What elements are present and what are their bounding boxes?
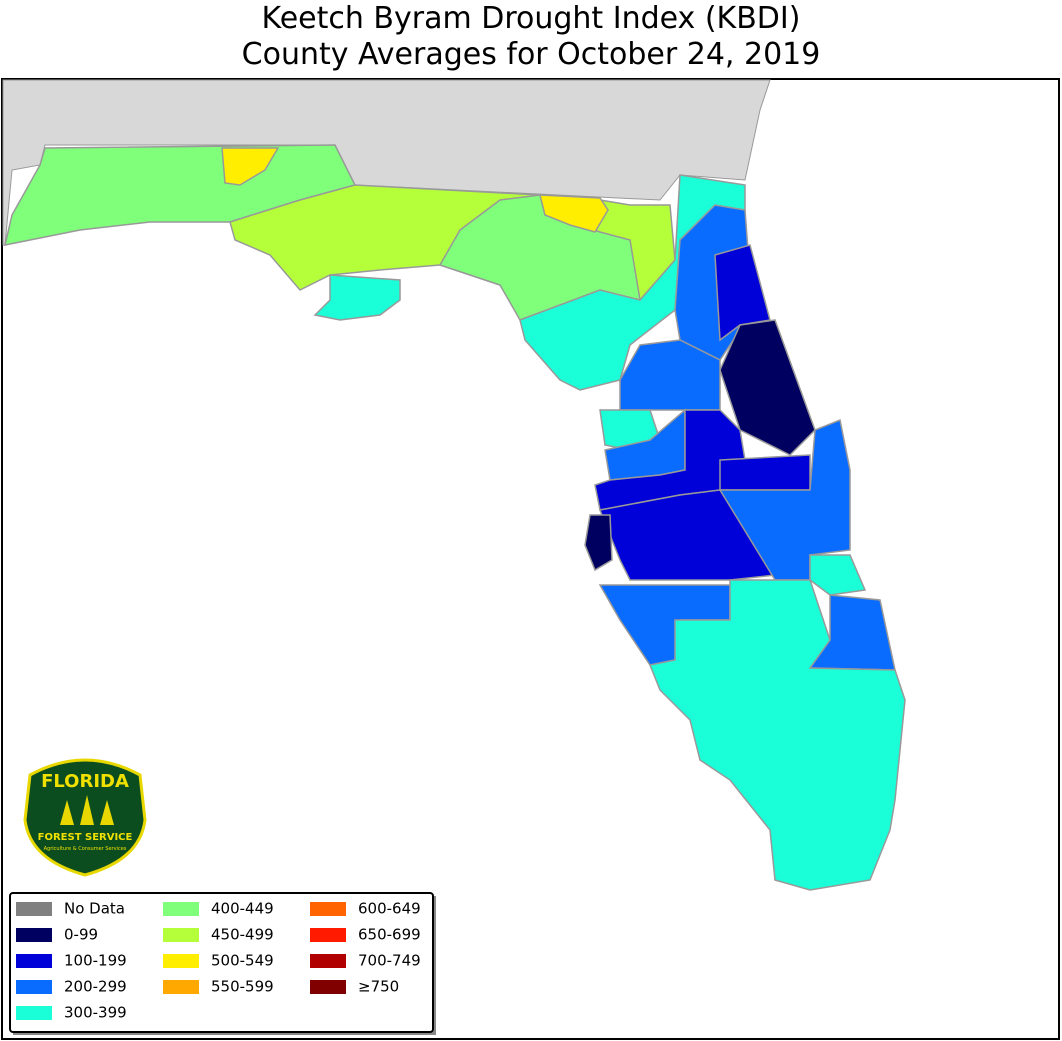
land — [2, 79, 906, 891]
legend-swatch — [16, 902, 52, 916]
legend-swatch — [310, 980, 346, 994]
legend-label: 450-499 — [211, 926, 274, 944]
legend-label: 300-399 — [64, 1004, 127, 1022]
legend-label: 0-99 — [64, 926, 98, 944]
legend-swatch — [16, 980, 52, 994]
legend-label: ≥750 — [358, 978, 399, 996]
legend-label: 400-449 — [211, 900, 274, 918]
logo-name: FLORIDA — [41, 771, 129, 792]
legend-box — [9, 892, 434, 1033]
subtitle: County Averages for October 24, 2019 — [242, 37, 821, 72]
legend-label: 650-699 — [358, 926, 421, 944]
logo-dept: Agriculture & Consumer Services — [44, 846, 127, 852]
legend: No Data 0-99 100-199 200-299 300-399 400-449 4… — [16, 900, 421, 1022]
legend-swatch — [310, 928, 346, 942]
legend-label: 500-549 — [211, 952, 274, 970]
legend-label: 100-199 — [64, 952, 127, 970]
legend-swatch — [163, 980, 199, 994]
legend-swatch — [16, 1006, 52, 1020]
legend-label: 200-299 — [64, 978, 127, 996]
legend-swatch — [16, 954, 52, 968]
legend-swatch — [16, 928, 52, 942]
logo-org: FOREST SERVICE — [38, 832, 133, 843]
logo: FLORIDA FOREST SERVICE Agriculture & Con… — [23, 758, 147, 877]
legend-label: 600-649 — [358, 900, 421, 918]
legend-swatch — [163, 902, 199, 916]
legend-swatch — [310, 902, 346, 916]
legend-label: 550-599 — [211, 978, 274, 996]
title: Keetch Byram Drought Index (KBDI) — [262, 1, 801, 36]
legend-label: No Data — [64, 900, 125, 918]
legend-label: 700-749 — [358, 952, 421, 970]
legend-swatch — [310, 954, 346, 968]
legend-swatch — [163, 954, 199, 968]
legend-swatch — [163, 928, 199, 942]
